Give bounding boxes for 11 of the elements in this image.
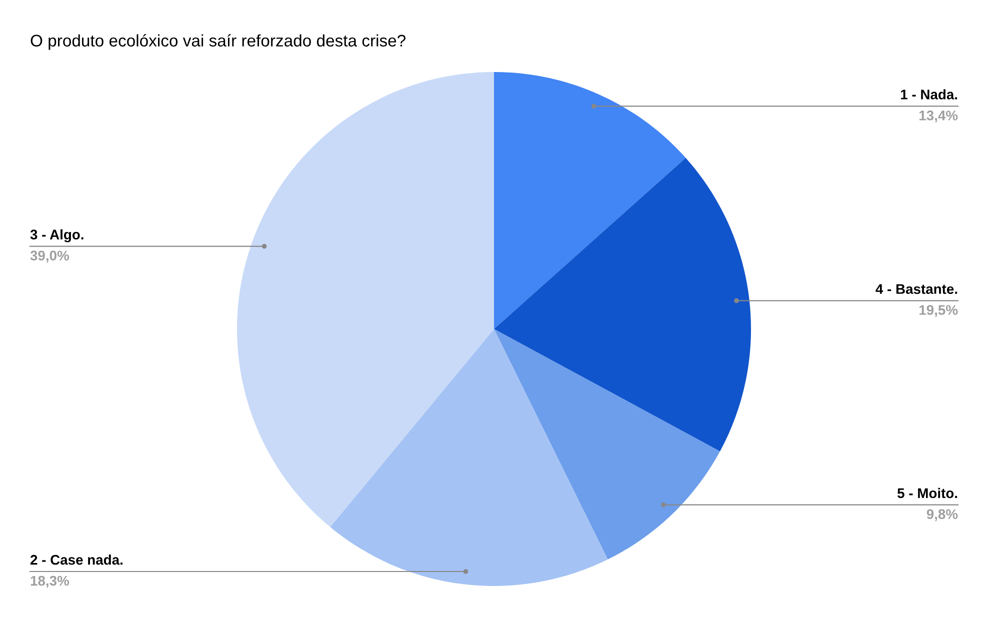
data-label: 19,5% xyxy=(919,305,958,317)
chart-title: O produto ecolóxico vai saír reforzado desta crise? xyxy=(30,34,406,50)
slice-label: 1 - Nada. xyxy=(900,89,958,100)
data-label: 13,4% xyxy=(919,110,958,122)
slice-label: 2 - Case nada. xyxy=(30,554,122,565)
slice-label: 4 - Bastante. xyxy=(876,284,958,294)
slice-label: 3 - Algo. xyxy=(30,229,84,242)
data-label: 9,8% xyxy=(926,509,958,522)
data-label: 18,3% xyxy=(30,576,70,588)
data-label: 39,0% xyxy=(30,250,70,263)
slice-label: 5 - Moito. xyxy=(897,488,958,498)
